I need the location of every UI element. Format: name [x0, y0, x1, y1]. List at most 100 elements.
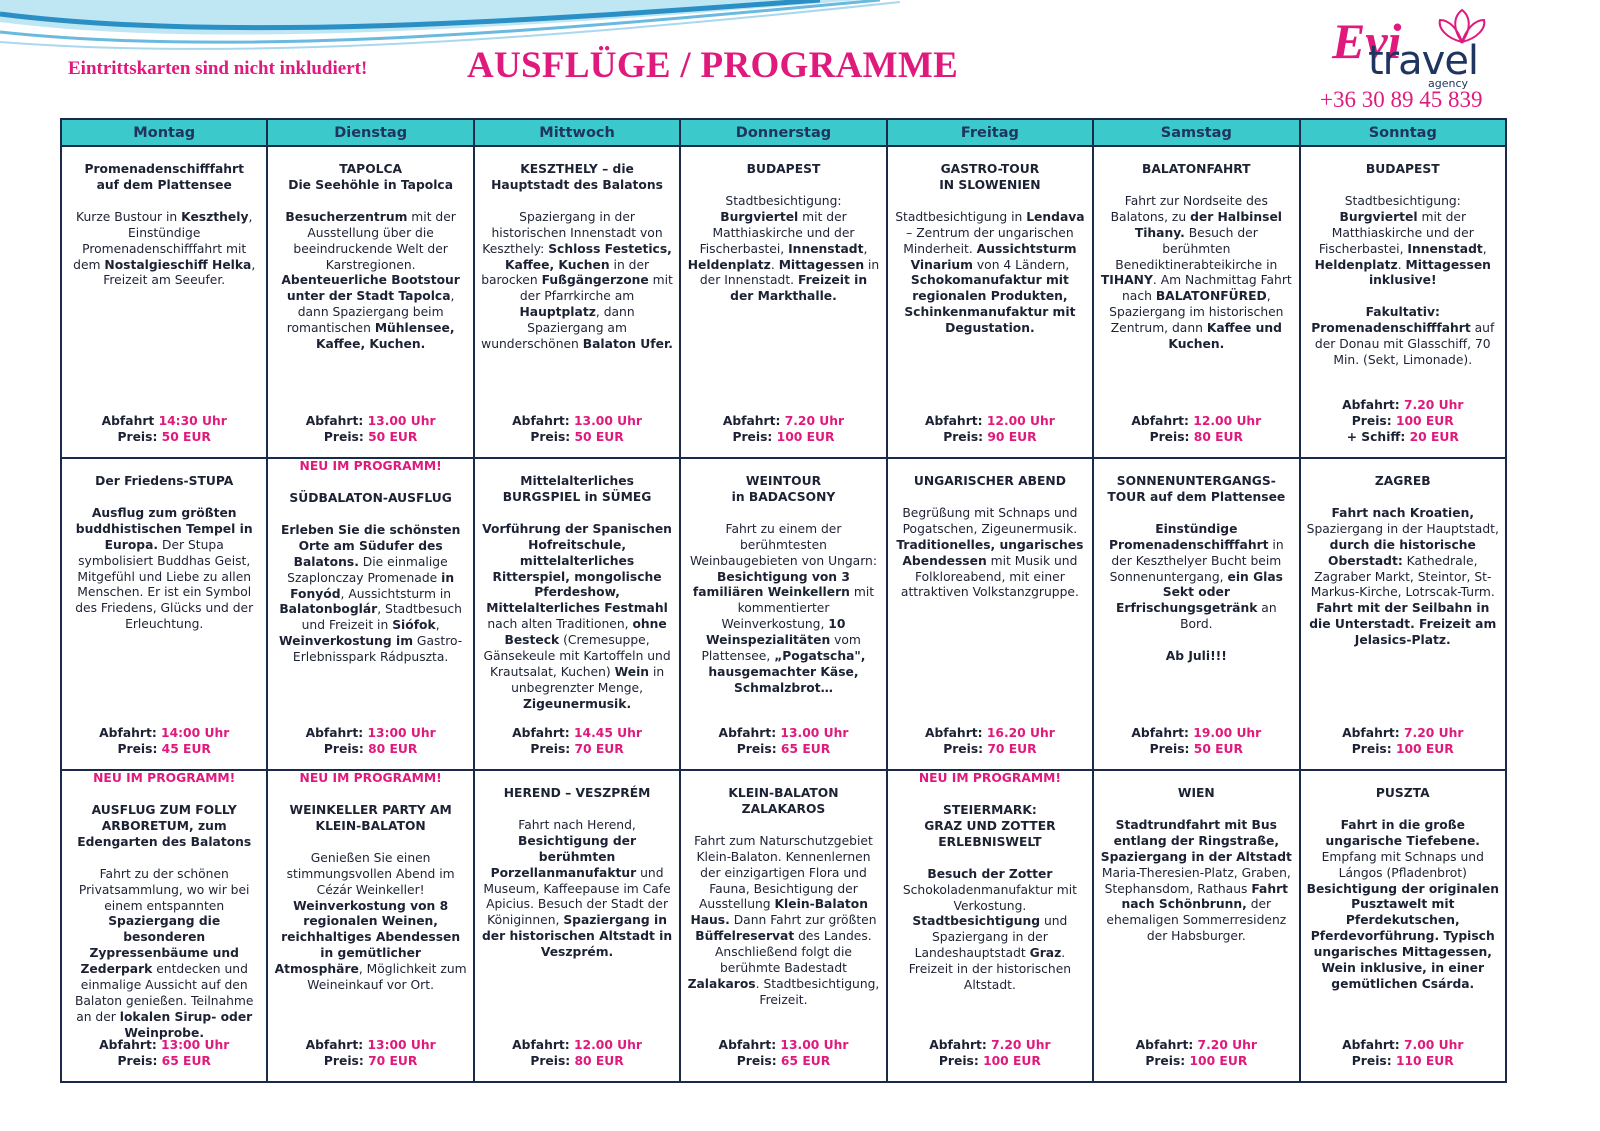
description: Fahrt zu der schönen Privatsammlung, wo …	[68, 867, 260, 1042]
excursion-title: HEREND – VESZPRÉM	[481, 786, 673, 802]
bold-run: Zalakaros	[687, 976, 756, 991]
text-run: in der barocken	[481, 257, 650, 288]
program-row: NEU IM PROGRAMM! AUSFLUG ZUM FOLLY ARBORE…	[59, 769, 1508, 1083]
description: Fahrt zu einem der berühmtesten Weinbaug…	[687, 522, 879, 697]
text-run: (Cremesuppe, Gänsekeule mit Kartoffeln u…	[483, 633, 671, 679]
bold-run: Besichtigung von 3 familiären Weinkeller…	[692, 569, 850, 600]
price-value: 50 EUR	[161, 430, 211, 445]
departure-label: Abfahrt:	[99, 1038, 157, 1053]
departure-info: Abfahrt: 7.20 Uhr Preis: 100 EUR	[1301, 726, 1505, 758]
departure-info: Abfahrt: 7.20 Uhr Preis: 100 EUR	[888, 1038, 1092, 1070]
price-value: 70 EUR	[574, 742, 624, 757]
bold-run: Zigeunermusik.	[522, 696, 632, 711]
departure-time: 14:00 Uhr	[161, 726, 230, 741]
description: Stadtbesichtigung: Burgviertel mit der M…	[1307, 194, 1499, 289]
price-line: Preis: 50 EUR	[268, 430, 472, 446]
price-line: Preis: 100 EUR	[681, 430, 885, 446]
bold-run: Weinverkostung im	[279, 634, 414, 649]
text-run: Empfang mit Schnaps und Lángos (Pfladenb…	[1321, 849, 1484, 880]
departure-info: Abfahrt: 7.20 Uhr Preis: 100 EUR	[681, 414, 885, 446]
text-run: Stadtbesichtigung:	[1344, 193, 1461, 208]
title-line: WEINTOUR	[745, 474, 822, 488]
logo-sub: agency	[1428, 77, 1469, 90]
description: Fahrt nach Kroatien, Spaziergang in der …	[1307, 506, 1499, 649]
price-line: Preis: 90 EUR	[888, 430, 1092, 446]
price-line: Preis: 110 EUR	[1301, 1054, 1505, 1070]
bold-run: Heldenplatz	[1314, 257, 1398, 272]
program-cell: BALATONFAHRT Fahrt zur Nordseite des Bala…	[1092, 145, 1301, 459]
departure-label: Abfahrt:	[929, 1038, 987, 1053]
cell-content: NEU IM PROGRAMM! SÜDBALATON-AUSFLUG Erlebe…	[268, 459, 472, 666]
departure-time: 19.00 Uhr	[1193, 726, 1262, 741]
bold-run: Einstündige Promenadenschifffahrt	[1109, 521, 1269, 552]
cell-content: Promenadenschifffahrt auf dem Plattensee K…	[62, 147, 266, 289]
departure-info: Abfahrt: 14:00 Uhr Preis: 45 EUR	[62, 726, 266, 758]
bold-run: lokalen Sirup- oder Weinprobe.	[119, 1009, 253, 1040]
text-run: mit der Ausstellung über die beeindrucke…	[293, 209, 456, 272]
title-line: BURGSPIEL in SÜMEG	[502, 489, 652, 504]
program-cell: NEU IM PROGRAMM! STEIERMARK: GRAZ UND ZOTT…	[885, 769, 1095, 1083]
program-row: Der Friedens-STUPA Ausflug zum größten bu…	[59, 457, 1508, 771]
excursion-title: PUSZTA	[1307, 786, 1499, 802]
cell-content: BUDAPEST Stadtbesichtigung: Burgviertel m…	[681, 147, 885, 305]
excursion-title: KESZTHELY – die Hauptstadt des Balatons	[481, 162, 673, 194]
title-line: STEIERMARK:	[943, 803, 1037, 817]
excursion-title: KLEIN-BALATON ZALAKAROS	[687, 786, 879, 818]
text-run: Stadtbesichtigung:	[725, 193, 842, 208]
price-value: 80 EUR	[368, 742, 418, 757]
departure-time: 12.00 Uhr	[574, 1038, 642, 1053]
price-value: 80 EUR	[574, 1054, 624, 1069]
price-label: Preis:	[938, 1054, 979, 1069]
bold-run: Mühlensee, Kaffee, Kuchen.	[315, 321, 455, 352]
price-value: 65 EUR	[161, 1054, 211, 1069]
program-table: Montag Dienstag Mittwoch Donnerstag Freitag S…	[59, 118, 1508, 1083]
price-line: Preis: 45 EUR	[62, 742, 266, 758]
title-line: PUSZTA	[1375, 786, 1430, 800]
price-line: Preis: 50 EUR	[475, 430, 679, 446]
price-value: 80 EUR	[1193, 430, 1244, 445]
departure-time: 13.00 Uhr	[574, 414, 642, 429]
bold-run: Klein-Balaton Haus.	[690, 897, 868, 928]
description: Begrüßung mit Schnaps und Pogatschen, Zi…	[894, 506, 1086, 601]
price-line: Preis: 100 EUR	[1301, 414, 1505, 430]
price-label: Preis:	[117, 1054, 158, 1069]
text-run: ,	[863, 241, 868, 256]
departure-line: Abfahrt: 7.00 Uhr	[1301, 1038, 1505, 1054]
departure-line: Abfahrt 14:30 Uhr	[62, 414, 266, 430]
departure-label: Abfahrt:	[924, 726, 983, 741]
departure-label: Abfahrt:	[1131, 414, 1189, 429]
price-label: Preis:	[1351, 742, 1392, 757]
program-cell: UNGARISCHER ABEND Begrüßung mit Schnaps u…	[885, 457, 1095, 771]
bold-run: Burgviertel	[720, 209, 799, 224]
departure-line: Abfahrt: 13:00 Uhr	[268, 1038, 472, 1054]
departure-info: Abfahrt: 13.00 Uhr Preis: 65 EUR	[681, 1038, 885, 1070]
description: Einstündige Promenadenschifffahrt in der…	[1100, 522, 1292, 633]
bold-run: Schokomanufaktur mit regionalen Produkte…	[904, 273, 1076, 336]
departure-label: Abfahrt:	[512, 1038, 570, 1053]
text-run: Fahrt nach Herend,	[518, 817, 636, 832]
bold-run: Besichtigung der berühmten Porzellanmanu…	[490, 833, 637, 880]
program-cell: NEU IM PROGRAMM! WEINKELLER PARTY AM KLEIN…	[266, 769, 475, 1083]
description: Besucherzentrum mit der Ausstellung über…	[274, 210, 466, 353]
price-line: Preis: 100 EUR	[1094, 1054, 1298, 1070]
bold-run: Stadtbesichtigung	[912, 914, 1041, 929]
program-cell: BUDAPEST Stadtbesichtigung: Burgviertel m…	[1298, 145, 1508, 459]
text-run: mit der Matthiaskirche und der Fischerba…	[1318, 209, 1474, 256]
text-run: nach alten Traditionen,	[487, 617, 633, 632]
bold-run: Heldenplatz	[687, 257, 771, 272]
bold-run: Mittagessen inklusive!	[1368, 257, 1491, 288]
program-cell: TAPOLCA Die Seehöhle in Tapolca Besucherze…	[266, 145, 475, 459]
title-line: WIEN	[1177, 786, 1215, 800]
title-line: SONNENUNTERGANGS-	[1116, 474, 1276, 488]
bold-run: Vorführung der Spanischen Hofreitschule,…	[482, 521, 672, 616]
program-cell: BUDAPEST Stadtbesichtigung: Burgviertel m…	[679, 145, 888, 459]
departure-info: Abfahrt: 12.00 Uhr Preis: 90 EUR	[888, 414, 1092, 446]
excursion-title: WEINTOUR in BADACSONY	[687, 474, 879, 506]
bold-run: Erleben Sie die schönsten Orte am Südufe…	[280, 522, 461, 569]
title-line: Promenadenschifffahrt	[84, 162, 244, 176]
departure-line: Abfahrt: 7.20 Uhr	[1094, 1038, 1298, 1054]
text-run: Fahrt zur Nordseite des Balatons, zu	[1110, 193, 1268, 224]
departure-line: Abfahrt: 13:00 Uhr	[62, 1038, 266, 1054]
price-value: 100 EUR	[1395, 414, 1454, 429]
text-run: ,	[1482, 241, 1487, 256]
